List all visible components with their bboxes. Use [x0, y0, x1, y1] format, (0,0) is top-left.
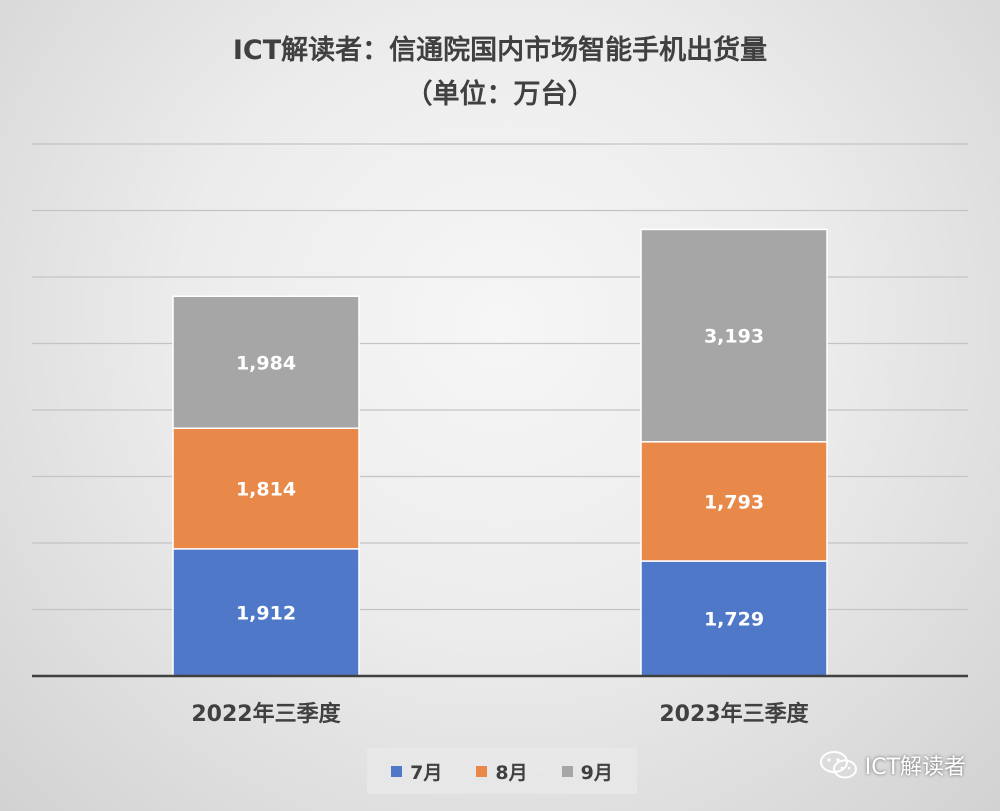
data-label: 1,814 — [236, 479, 296, 501]
bar-segment — [640, 228, 828, 443]
watermark: ICT解读者 — [819, 749, 966, 781]
bar-segment — [172, 548, 360, 677]
bar-segment — [172, 427, 360, 550]
legend-label: 7月 — [410, 761, 443, 784]
legend-label: 8月 — [495, 761, 528, 784]
wechat-icon — [819, 751, 857, 779]
legend-item: 7月 — [391, 758, 442, 785]
legend-item: 8月 — [476, 758, 528, 785]
legend-swatch — [476, 765, 488, 777]
data-label: 1,912 — [236, 602, 296, 624]
legend-swatch — [561, 765, 573, 777]
legend: 7月 8月 9月 — [367, 748, 637, 794]
bar-segment — [172, 295, 360, 429]
chart-title: ICT解读者：信通院国内市场智能手机出货量 — [232, 35, 768, 66]
watermark-text: ICT解读者 — [864, 755, 966, 780]
legend-swatch — [391, 765, 403, 777]
category-label: 2023年三季度 — [659, 701, 809, 727]
data-label: 1,793 — [704, 491, 764, 513]
legend-label: 9月 — [580, 761, 613, 784]
legend-item: 9月 — [561, 758, 613, 785]
bar-segment — [640, 441, 828, 562]
data-label: 1,984 — [236, 352, 296, 374]
bar-segment — [640, 560, 828, 677]
chart-subtitle: （单位：万台） — [405, 79, 595, 110]
data-label: 3,193 — [704, 326, 764, 348]
category-label: 2022年三季度 — [191, 701, 341, 727]
data-label: 1,729 — [704, 609, 764, 631]
